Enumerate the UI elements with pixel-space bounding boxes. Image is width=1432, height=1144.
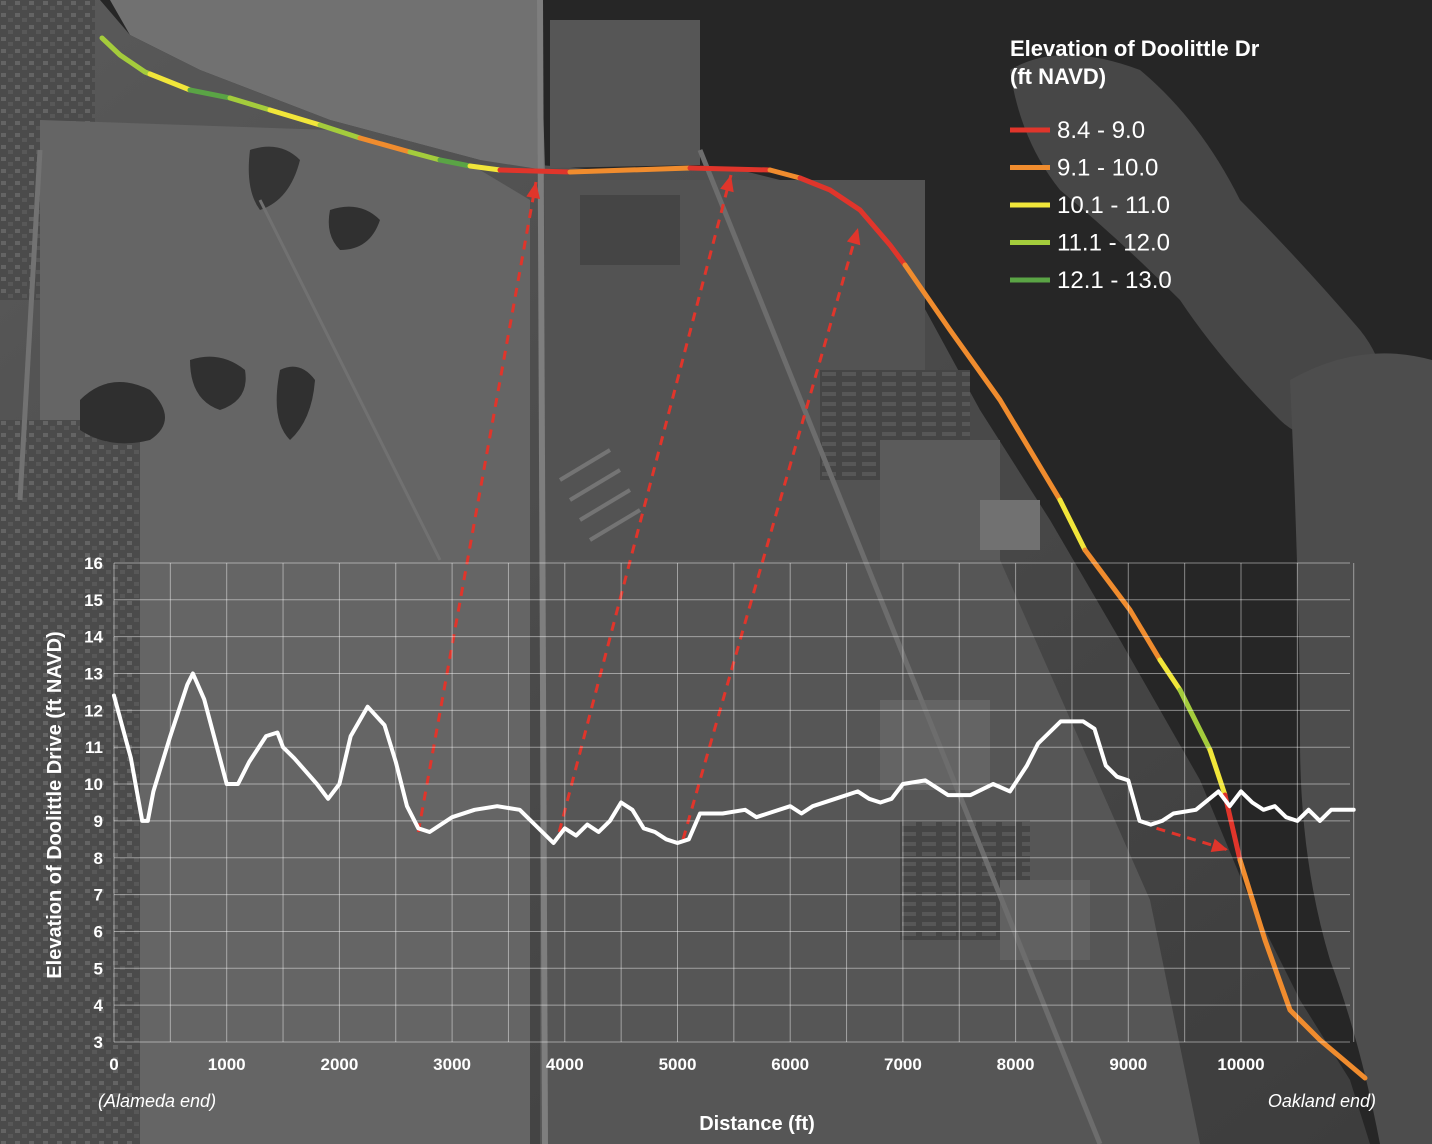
route-segment [797,175,908,268]
chart-grid [113,562,1355,1043]
legend-title-line2: (ft NAVD) [1010,64,1106,89]
dashed-arrow [416,181,538,833]
legend-item-label: 11.1 - 12.0 [1057,230,1170,257]
route-segment [1177,687,1213,753]
x-tick-label: 1000 [208,1055,246,1074]
alameda-end-label: (Alameda end) [98,1091,216,1111]
route-segment [187,87,233,101]
oakland-end-label: Oakland end) [1268,1091,1376,1111]
x-tick-label: 2000 [320,1055,358,1074]
y-tick-label: 11 [85,738,103,757]
route-segment [99,35,153,77]
legend-item-label: 9.1 - 10.0 [1057,155,1158,182]
x-tick-label: 0 [109,1055,118,1074]
route-segment [1157,657,1183,693]
route-segment [1082,547,1163,663]
route-segment [437,157,473,169]
dashed-arrow [1156,826,1229,852]
arrowhead [846,228,861,246]
route-segment [317,122,363,141]
route-segment [227,95,273,113]
route-segment [147,71,193,93]
route-segment [357,135,413,155]
route-segment [902,262,1063,503]
route-segment [1057,497,1088,553]
y-tick-label: 8 [94,849,103,868]
x-tick-label: 8000 [997,1055,1035,1074]
y-tick-label: 3 [94,1033,103,1052]
profile-to-map-arrows [416,174,1229,852]
y-tick-label: 15 [84,591,103,610]
y-tick-label: 10 [84,775,103,794]
y-axis-title: Elevation of Doolittle Drive (ft NAVD) [44,631,66,978]
y-tick-label: 13 [84,665,103,684]
y-tick-label: 12 [84,701,103,720]
legend-title-line1: Elevation of Doolittle Dr [1010,36,1260,61]
x-tick-label: 3000 [433,1055,471,1074]
legend-item-label: 10.1 - 11.0 [1057,192,1170,219]
dashed-arrow [557,174,733,833]
x-tick-label: 7000 [884,1055,922,1074]
y-tick-label: 9 [94,812,103,831]
arrowhead [1210,838,1228,852]
legend: Elevation of Doolittle Dr (ft NAVD) 8.4 … [1010,36,1260,294]
elevation-profile-chart: 3 4 5 6 7 8 9 10 11 12 13 14 15 16 0 1000 2000 3000 4000 5… [44,554,1376,1135]
legend-items: 8.4 - 9.0 9.1 - 10.0 10.1 - 11.0 11.1 - 12.… [1010,117,1172,294]
route-segment [1207,747,1228,798]
y-tick-label: 14 [84,628,103,647]
arrowhead [720,175,734,193]
y-tick-label: 4 [94,996,104,1015]
x-axis-title: Distance (ft) [699,1113,815,1135]
legend-item-label: 8.4 - 9.0 [1057,117,1145,144]
route-segment [407,149,443,163]
legend-item-label: 12.1 - 13.0 [1057,267,1172,294]
arrowhead [526,182,540,199]
y-tick-label: 6 [94,922,103,941]
route-segment [267,107,323,128]
route-segment [767,167,803,181]
route-segment [687,165,773,173]
x-tick-label: 4000 [546,1055,584,1074]
x-tick-label: 6000 [771,1055,809,1074]
route-segment [467,163,503,173]
x-tick-label: 5000 [659,1055,697,1074]
y-axis-ticks: 3 4 5 6 7 8 9 10 11 12 13 14 15 16 [84,554,103,1052]
route-segment [497,167,573,175]
y-tick-label: 16 [84,554,103,573]
x-tick-label: 9000 [1109,1055,1147,1074]
y-tick-label: 5 [94,959,103,978]
doolittle-drive-route [99,35,1368,1081]
x-axis-ticks: 0 1000 2000 3000 4000 5000 6000 7000 8000 9000 100… [109,1055,1264,1074]
route-segment [1237,857,1368,1081]
x-tick-label: 10000 [1217,1055,1264,1074]
route-segment [567,165,693,175]
y-tick-label: 7 [94,886,103,905]
dashed-arrow [681,227,860,840]
elevation-profile-line [112,671,1356,845]
